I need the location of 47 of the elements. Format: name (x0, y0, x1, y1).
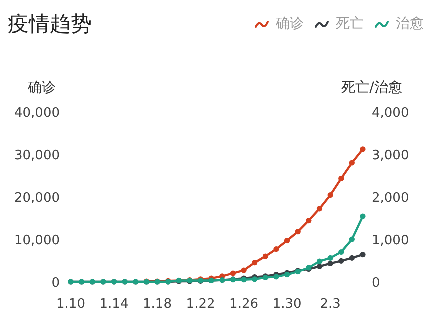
point (338, 258, 344, 264)
y2-tick-label: 0 (372, 276, 380, 291)
point (274, 246, 280, 252)
point (241, 268, 247, 274)
y2-tick-label: 3,000 (372, 148, 410, 164)
y-tick-label: 40,000 (14, 106, 60, 121)
point (316, 206, 323, 212)
point (349, 160, 355, 166)
point (262, 254, 268, 260)
x-tick-label: 1.14 (100, 297, 129, 312)
legend-label: 治愈 (396, 16, 424, 32)
point (284, 238, 290, 244)
y2-tick-label: 1,000 (372, 234, 410, 248)
y2-tick-label: 2,000 (372, 191, 410, 206)
point (360, 146, 366, 152)
legend-label: 确诊 (275, 16, 304, 32)
x-tick-label: 2.3 (320, 297, 341, 312)
y2-tick-label: 4,000 (372, 106, 410, 121)
y-tick-label: 0 (52, 276, 60, 291)
point (360, 214, 366, 220)
point (349, 236, 355, 242)
x-tick-label: 1.30 (272, 297, 302, 312)
point (295, 229, 301, 235)
point (230, 270, 236, 276)
point (316, 264, 323, 270)
point (306, 218, 312, 224)
y-tick-label: 10,000 (14, 234, 60, 248)
point (328, 255, 334, 261)
point (328, 260, 334, 267)
y2-axis-title: 死亡/治愈 (342, 80, 402, 96)
x-tick-label: 1.18 (143, 297, 172, 312)
point (274, 274, 280, 280)
point (328, 192, 334, 198)
point (316, 258, 323, 264)
y-tick-label: 30,000 (14, 148, 60, 164)
x-tick-label: 1.10 (56, 297, 86, 312)
chart-title: 疫情趋势 (8, 12, 92, 36)
y-axis-title: 确诊 (27, 80, 56, 96)
x-tick-label: 1.22 (186, 297, 216, 312)
point (252, 260, 258, 266)
point (360, 252, 366, 258)
legend-label: 死亡 (336, 16, 364, 32)
y-tick-label: 20,000 (14, 191, 60, 206)
x-tick-label: 1.26 (230, 297, 259, 312)
point (338, 249, 344, 256)
point (338, 176, 344, 182)
point (349, 255, 355, 261)
